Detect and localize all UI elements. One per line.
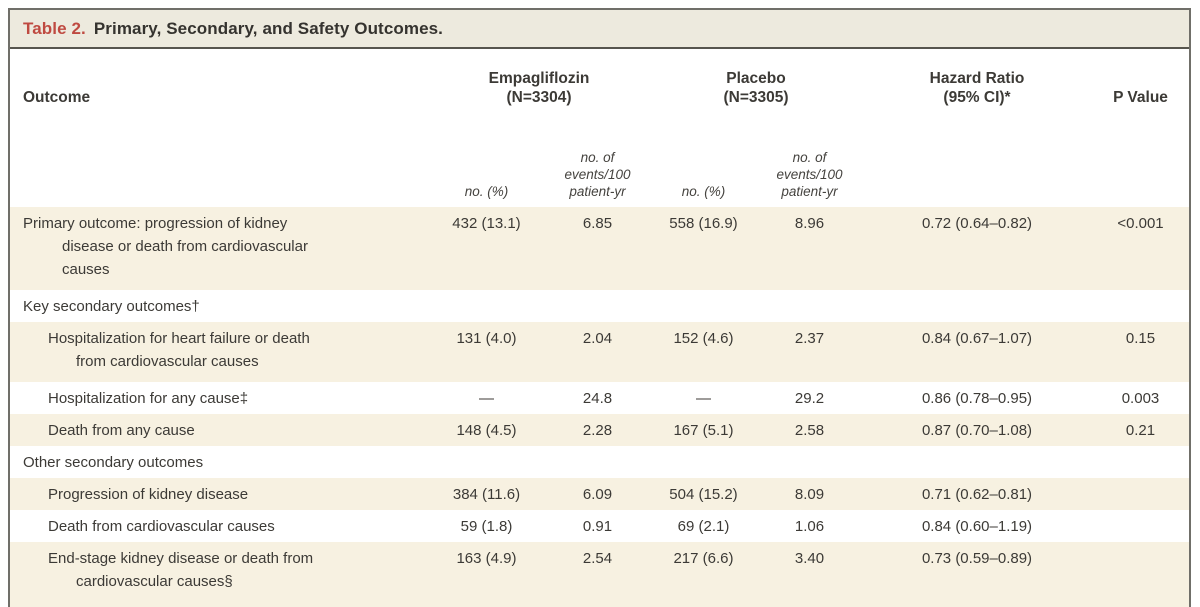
empa-rate-cell: [545, 290, 650, 322]
p-cell: <0.001: [1117, 215, 1164, 232]
column-header-hazard-ratio: Hazard Ratio (95% CI)*: [929, 70, 1025, 106]
p-cell: 0.21: [1125, 422, 1156, 439]
empa-rate-cell: 6.09: [582, 486, 613, 503]
section-row: Other secondary outcomes: [10, 446, 1189, 478]
empa-n-cell: 384 (11.6): [452, 486, 521, 503]
hr-cell: [862, 446, 1092, 478]
empa-n-cell: [428, 446, 545, 478]
placebo-rate-cell: 2.37: [794, 330, 825, 347]
table-number-label: Table 2.: [23, 18, 86, 38]
table-title-text: Primary, Secondary, and Safety Outcomes.: [93, 18, 444, 38]
column-header-outcome: Outcome: [23, 89, 91, 106]
outcome-label: Hospitalization for any cause‡: [48, 390, 249, 407]
p-cell: [1092, 510, 1189, 542]
placebo-rate-cell: 2.58: [794, 422, 825, 439]
empa-rate-cell: 2.04: [582, 330, 613, 347]
placebo-rate-cell: 1.06: [794, 518, 825, 535]
placebo-n-cell: [650, 290, 757, 322]
empa-n-cell: 432 (13.1): [452, 215, 521, 232]
subheader-spacer: [10, 200, 428, 207]
table-title-bar: Table 2. Primary, Secondary, and Safety …: [10, 10, 1189, 49]
hr-cell: 0.86 (0.78–0.95): [921, 390, 1033, 407]
empa-n-cell: —: [479, 390, 494, 407]
hr-cell: 0.71 (0.62–0.81): [921, 486, 1033, 503]
subheader-spacer: [862, 200, 1092, 207]
p-cell: [1092, 542, 1189, 607]
placebo-n-cell: 217 (6.6): [673, 550, 734, 567]
table-row: End-stage kidney disease or death from c…: [10, 542, 1189, 607]
empa-n-cell: 59 (1.8): [460, 518, 513, 535]
subheader-spacer: [1092, 200, 1189, 207]
outcome-label: Primary outcome: progression of kidney d…: [23, 215, 308, 278]
placebo-n-cell: 69 (2.1): [677, 518, 730, 535]
p-cell: [1092, 478, 1189, 510]
subheader-empa-no-pct: no. (%): [464, 184, 509, 199]
section-row: Key secondary outcomes†: [10, 290, 1189, 322]
hr-cell: 0.84 (0.67–1.07): [921, 330, 1033, 347]
empa-n-cell: 163 (4.9): [456, 550, 517, 567]
empa-n-cell: 131 (4.0): [456, 330, 517, 347]
table-row: Progression of kidney disease 384 (11.6) 6…: [10, 478, 1189, 510]
empa-n-cell: [428, 290, 545, 322]
outcome-label: End-stage kidney disease or death from c…: [48, 550, 314, 590]
empa-rate-cell: 2.28: [582, 422, 613, 439]
placebo-rate-cell: 8.96: [794, 215, 825, 232]
column-header-empagliflozin: Empagliflozin (N=3304): [488, 70, 590, 106]
outcome-label: Progression of kidney disease: [48, 486, 249, 503]
hr-cell: [862, 290, 1092, 322]
subheader-placebo-no-pct: no. (%): [681, 184, 726, 199]
table-header-subunits: no. (%) no. of events/100 patient-yr no.…: [10, 107, 1189, 207]
table-row: Death from any cause 148 (4.5) 2.28 167 (5.…: [10, 414, 1189, 446]
table-row: Primary outcome: progression of kidney d…: [10, 207, 1189, 290]
table-body: Primary outcome: progression of kidney d…: [10, 207, 1189, 607]
outcome-label: Key secondary outcomes†: [23, 298, 200, 315]
placebo-n-cell: —: [696, 390, 711, 407]
p-cell: 0.003: [1121, 390, 1160, 407]
outcome-label: Death from cardiovascular causes: [48, 518, 275, 535]
p-cell: 0.15: [1125, 330, 1156, 347]
placebo-rate-cell: 8.09: [794, 486, 825, 503]
p-cell: [1092, 290, 1189, 322]
empa-rate-cell: 24.8: [582, 390, 613, 407]
placebo-n-cell: [650, 446, 757, 478]
outcome-label: Death from any cause: [48, 422, 195, 439]
placebo-n-cell: 152 (4.6): [673, 330, 734, 347]
placebo-n-cell: 167 (5.1): [673, 422, 734, 439]
hr-cell: 0.87 (0.70–1.08): [921, 422, 1033, 439]
table-row: Death from cardiovascular causes 59 (1.8)…: [10, 510, 1189, 542]
table-row: Hospitalization for any cause‡ — 24.8 — 29.2…: [10, 382, 1189, 414]
hr-cell: 0.72 (0.64–0.82): [921, 215, 1033, 232]
outcomes-table: Table 2. Primary, Secondary, and Safety …: [8, 8, 1191, 607]
placebo-rate-cell: 29.2: [794, 390, 825, 407]
outcome-label: Hospitalization for heart failure or dea…: [48, 330, 310, 370]
subheader-placebo-events: no. of events/100 patient-yr: [776, 150, 843, 199]
placebo-rate-cell: 3.40: [794, 550, 825, 567]
placebo-n-cell: 558 (16.9): [669, 215, 738, 232]
column-header-placebo: Placebo (N=3305): [723, 70, 789, 106]
empa-rate-cell: [545, 446, 650, 478]
table-header-groups: Outcome Empagliflozin (N=3304) Placebo (…: [10, 49, 1189, 107]
empa-rate-cell: 2.54: [582, 550, 613, 567]
placebo-rate-cell: [757, 446, 862, 478]
column-header-p-value: P Value: [1113, 89, 1168, 106]
table-row: Hospitalization for heart failure or dea…: [10, 322, 1189, 382]
hr-cell: 0.84 (0.60–1.19): [921, 518, 1033, 535]
subheader-empa-events: no. of events/100 patient-yr: [564, 150, 631, 199]
p-cell: [1092, 446, 1189, 478]
empa-rate-cell: 0.91: [582, 518, 613, 535]
empa-rate-cell: 6.85: [582, 215, 613, 232]
hr-cell: 0.73 (0.59–0.89): [921, 550, 1033, 567]
placebo-rate-cell: [757, 290, 862, 322]
placebo-n-cell: 504 (15.2): [669, 486, 738, 503]
outcome-label: Other secondary outcomes: [23, 454, 204, 471]
empa-n-cell: 148 (4.5): [456, 422, 517, 439]
